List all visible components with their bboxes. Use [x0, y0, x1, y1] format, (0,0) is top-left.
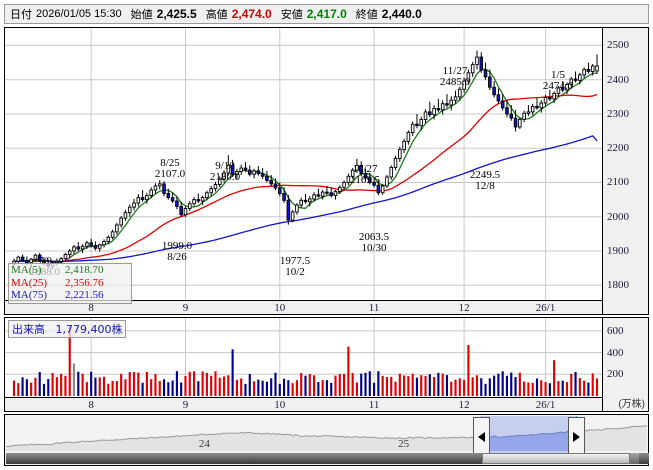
price-tick-label: 2200 [607, 142, 629, 155]
navigator-selection-window[interactable] [481, 416, 577, 460]
price-tick-label: 2400 [607, 73, 629, 86]
ma25-row: MA(25) 2,356.76 [11, 277, 129, 290]
scrollbar-track[interactable] [6, 453, 649, 464]
annotation-price: 2107.0 [154, 168, 186, 180]
candlestick-plot [5, 28, 602, 300]
annotation-price: 8/26 [167, 251, 187, 263]
price-annotation: 1999.0 8/26 [162, 241, 192, 263]
annotation-date: 7/9 [37, 255, 53, 267]
price-annotation: 10/27 2169.5 [350, 164, 380, 186]
annotation-price: 2474.0 [542, 80, 574, 92]
price-tick-label: 2500 [607, 39, 629, 52]
chevron-left-icon [478, 432, 485, 442]
annotation-price: 12/8 [475, 180, 495, 192]
navigator-tick-label: 25 [398, 438, 410, 450]
moving-average-legend: MA(5) 2,418.70 MA(25) 2,356.76 MA(75) 2,221… [8, 263, 132, 304]
price-annotation: 1977.5 10/2 [280, 256, 310, 278]
navigator-tick-label: 24 [198, 438, 210, 450]
price-axis: 2500 2400 2300 2200 2100 2000 1900 1800 [602, 28, 648, 314]
date-label: 日付 [10, 9, 32, 21]
x-tick-label: 9 [182, 302, 189, 314]
price-x-axis: 8 9 10 11 12 26/1 [5, 300, 602, 314]
annotation-date: 1999.0 [161, 240, 193, 252]
price-annotation: 2063.5 10/30 [359, 232, 389, 254]
price-annotation: 8/25 2107.0 [155, 158, 185, 180]
volume-tick-label: 200 [607, 368, 624, 381]
x-tick-label: 26/1 [535, 302, 556, 314]
volume-tick-label: 600 [607, 324, 624, 337]
annotation-date: 8/25 [160, 157, 180, 169]
annotation-price: 2180.0 [209, 171, 241, 183]
annotation-date: 1/5 [550, 69, 566, 81]
annotation-date: 11/27 [442, 65, 468, 77]
close-value: 2,440.0 [381, 7, 422, 21]
close-label: 終値 [355, 9, 378, 21]
volume-axis: (万株) 600 400 200 [602, 318, 648, 411]
quote-header-bar: 日付 2026/01/05 15:30 始値 2,425.5 高値 2,474.… [4, 4, 649, 24]
volume-x-tick-label: 12 [458, 399, 470, 411]
annotation-date: 10/27 [352, 163, 378, 175]
volume-legend-label: 出来高 [12, 323, 45, 336]
open-label: 始値 [130, 9, 153, 21]
annotation-price: 10/2 [285, 266, 305, 278]
volume-unit-label: (万株) [618, 399, 645, 410]
horizontal-scrollbar[interactable] [6, 453, 649, 464]
navigator-right-handle[interactable] [568, 417, 585, 457]
price-tick-label: 1900 [607, 245, 629, 258]
ma5-value: 2,418.70 [65, 264, 104, 276]
ma75-label: MA(75) [11, 289, 48, 301]
price-annotation: 9/10 2180.0 [210, 161, 240, 183]
volume-legend: 出来高 1,779,400株 [8, 320, 127, 338]
date-value: 2026/01/05 15:30 [36, 8, 122, 20]
ma5-label: MA(5) [11, 264, 42, 276]
volume-tick-label: 400 [607, 346, 624, 359]
price-annotation: 11/27 2485.0 [440, 66, 470, 88]
annotation-price: 2485.0 [439, 76, 471, 88]
volume-x-tick-label: 9 [182, 399, 189, 411]
x-tick-label: 12 [458, 302, 470, 314]
volume-x-tick-label: 8 [88, 399, 94, 411]
high-value: 2,474.0 [231, 7, 272, 21]
price-tick-label: 2000 [607, 210, 629, 223]
volume-plot [5, 318, 602, 396]
x-tick-label: 11 [368, 302, 380, 314]
x-tick-label: 8 [88, 302, 94, 314]
volume-x-tick-label: 26/1 [535, 399, 556, 411]
open-value: 2,425.5 [156, 7, 197, 21]
chevron-right-icon [573, 432, 580, 442]
annotation-date: 9/10 [215, 160, 235, 172]
price-tick-label: 2300 [607, 107, 629, 120]
annotation-date: 1977.5 [279, 255, 311, 267]
x-tick-label: 10 [274, 302, 286, 314]
ma25-label: MA(25) [11, 276, 48, 289]
price-annotation: 2249.5 12/8 [470, 170, 500, 192]
low-value: 2,417.0 [306, 7, 347, 21]
volume-x-axis: 8 9 10 11 12 26/1 [5, 397, 602, 411]
ma75-value: 2,221.56 [65, 289, 104, 301]
price-annotation: 1/5 2474.0 [543, 70, 573, 92]
ma75-row: MA(75) 2,221.56 [11, 289, 129, 302]
price-tick-label: 2100 [607, 176, 629, 189]
low-label: 安値 [280, 9, 303, 21]
ma5-row: MA(5) 2,418.70 [11, 264, 129, 277]
high-label: 高値 [205, 9, 228, 21]
annotation-date: 2249.5 [469, 169, 501, 181]
scrollbar-thumb[interactable] [482, 453, 630, 464]
volume-x-tick-label: 11 [368, 399, 380, 411]
annotation-price: 10/30 [361, 242, 387, 254]
ma25-value: 2,356.76 [65, 276, 104, 289]
price-tick-label: 1800 [607, 279, 629, 292]
volume-x-tick-label: 10 [274, 399, 286, 411]
navigator-left-handle[interactable] [473, 417, 490, 457]
annotation-price: 2169.5 [349, 174, 381, 186]
range-navigator-panel[interactable]: 24 25 [4, 414, 649, 466]
volume-legend-value: 1,779,400株 [55, 323, 123, 336]
scrollbar-end-cap[interactable] [630, 453, 639, 464]
annotation-date: 2063.5 [358, 231, 390, 243]
